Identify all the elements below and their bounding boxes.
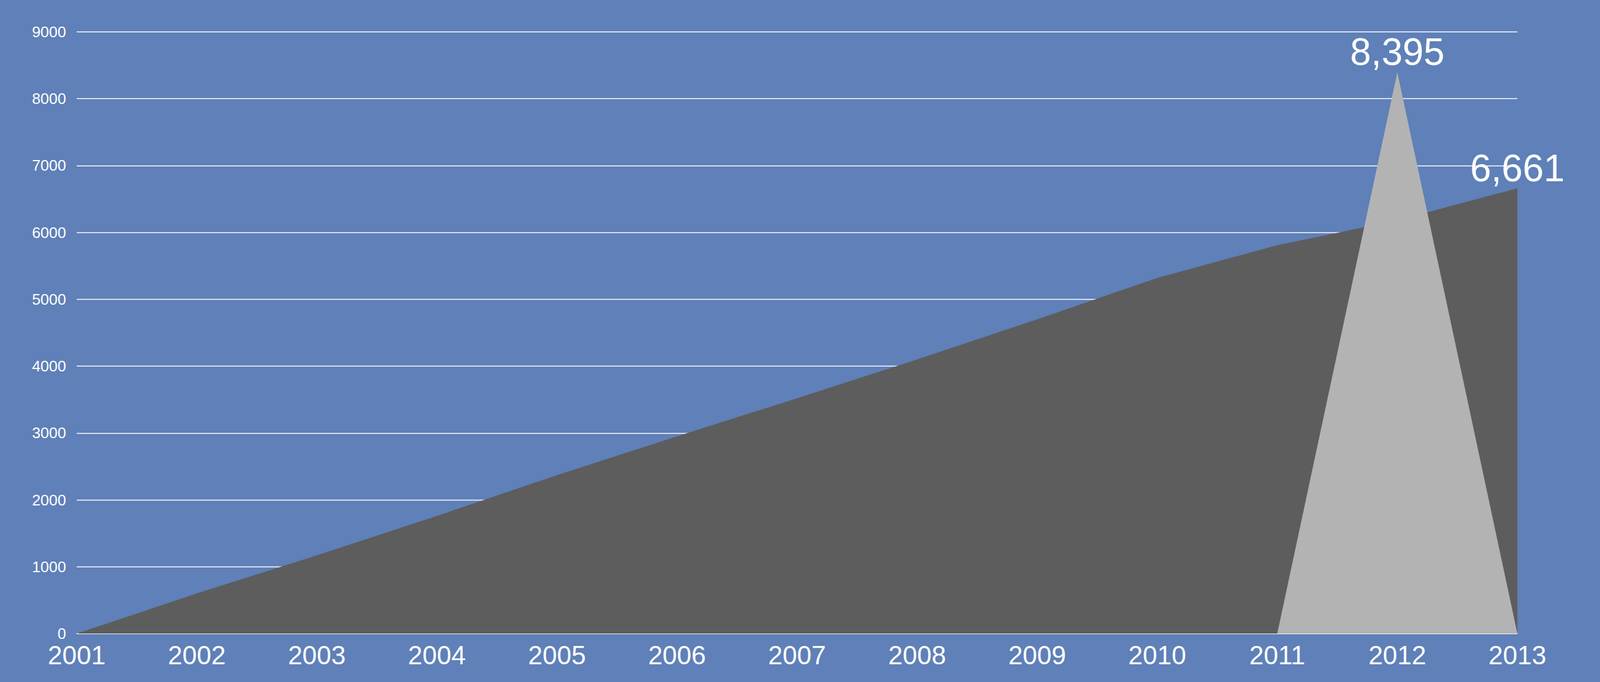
svg-text:6,661: 6,661: [1470, 146, 1565, 190]
svg-text:2012: 2012: [1368, 640, 1427, 670]
svg-text:7000: 7000: [31, 156, 67, 175]
svg-text:2008: 2008: [888, 640, 947, 670]
svg-text:2006: 2006: [648, 640, 706, 670]
svg-text:6000: 6000: [31, 223, 67, 242]
svg-text:2001: 2001: [47, 640, 106, 670]
svg-text:2000: 2000: [31, 491, 67, 509]
svg-text:8,395: 8,395: [1350, 30, 1445, 74]
svg-text:2002: 2002: [167, 640, 226, 670]
svg-text:2004: 2004: [407, 640, 466, 670]
svg-text:4000: 4000: [31, 357, 67, 375]
svg-text:1000: 1000: [31, 557, 67, 576]
svg-text:5000: 5000: [31, 290, 67, 309]
svg-text:3000: 3000: [31, 423, 67, 442]
svg-text:2010: 2010: [1128, 640, 1187, 670]
svg-text:2011: 2011: [1249, 640, 1306, 670]
svg-text:2003: 2003: [288, 640, 346, 670]
svg-text:2005: 2005: [528, 640, 587, 670]
svg-text:9000: 9000: [31, 23, 67, 41]
svg-text:0: 0: [57, 624, 67, 643]
svg-text:8000: 8000: [31, 89, 67, 108]
svg-text:2013: 2013: [1488, 640, 1547, 670]
svg-text:2007: 2007: [768, 640, 827, 670]
svg-text:2009: 2009: [1008, 640, 1066, 670]
